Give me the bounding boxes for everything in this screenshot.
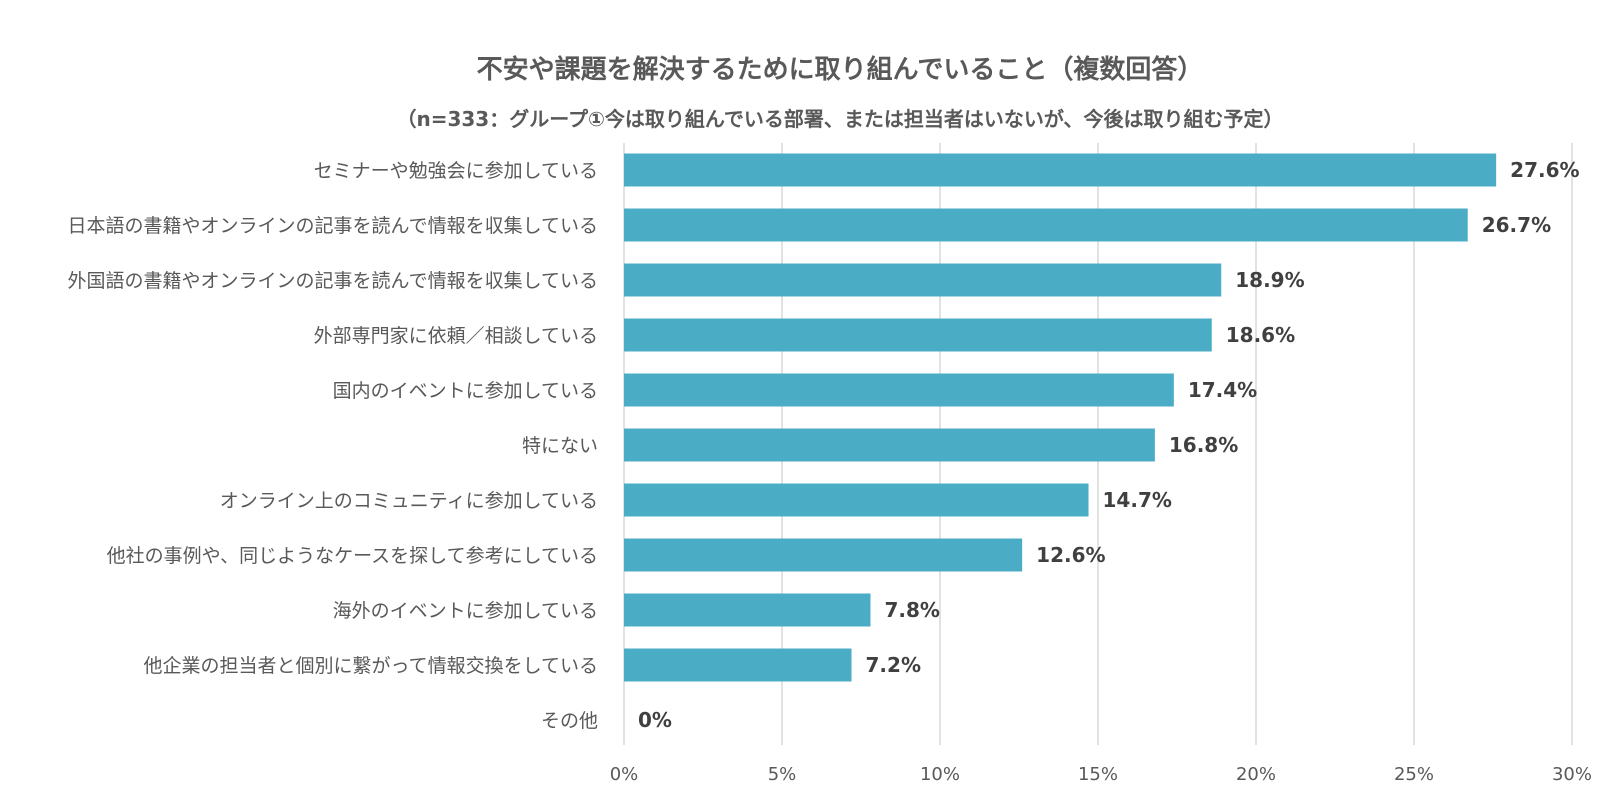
bar [624, 318, 1212, 352]
data-label: 18.6% [1226, 323, 1295, 347]
bar [624, 428, 1155, 462]
category-label: 海外のイベントに参加している [333, 600, 598, 622]
bar [624, 648, 852, 682]
category-label: 他企業の担当者と個別に繋がって情報交換をしている [144, 655, 598, 677]
category-label: 外部専門家に依頼／相談している [314, 325, 598, 347]
bar [624, 593, 871, 627]
x-axis-tick-labels: 0% 5% 10% 15% 20% 25% 30% [610, 764, 1592, 785]
data-label: 27.6% [1510, 158, 1579, 182]
data-label: 7.2% [866, 653, 921, 677]
data-label: 16.8% [1169, 433, 1238, 457]
category-label: その他 [541, 710, 598, 732]
data-label: 18.9% [1235, 268, 1304, 292]
category-label: オンライン上のコミュニティに参加している [220, 490, 598, 512]
data-label: 26.7% [1482, 213, 1551, 237]
bar [624, 263, 1222, 297]
bar [624, 373, 1174, 407]
chart-title: 不安や課題を解決するために取り組んでいること（複数回答） [477, 54, 1204, 85]
x-tick-label: 5% [768, 764, 797, 785]
data-label: 7.8% [884, 598, 939, 622]
x-tick-label: 30% [1552, 764, 1592, 785]
data-label: 17.4% [1188, 378, 1257, 402]
x-tick-label: 15% [1078, 764, 1118, 785]
x-tick-label: 0% [610, 764, 639, 785]
data-labels: 27.6% 26.7% 18.9% 18.6% 17.4% 16.8% 14.7% 12.6%… [638, 158, 1580, 732]
bar [624, 538, 1023, 572]
bar [624, 483, 1089, 517]
category-label: 外国語の書籍やオンラインの記事を読んで情報を収集している [68, 270, 598, 292]
x-tick-label: 10% [920, 764, 960, 785]
data-label: 0% [638, 708, 672, 732]
category-label: 日本語の書籍やオンラインの記事を読んで情報を収集している [68, 215, 598, 237]
bar [624, 208, 1468, 242]
bars [624, 153, 1497, 682]
category-label: 特にない [522, 435, 598, 457]
category-label: セミナーや勉強会に参加している [314, 160, 598, 182]
category-label: 他社の事例や、同じようなケースを探して参考にしている [107, 545, 598, 567]
x-tick-label: 20% [1236, 764, 1276, 785]
x-tick-label: 25% [1394, 764, 1434, 785]
data-label: 12.6% [1036, 543, 1105, 567]
data-label: 14.7% [1103, 488, 1172, 512]
category-labels: セミナーや勉強会に参加している日本語の書籍やオンラインの記事を読んで情報を収集し… [68, 160, 598, 732]
chart-subtitle: （n=333：グループ①今は取り組んでいる部署、または担当者はいないが、今後は取… [396, 107, 1283, 131]
category-label: 国内のイベントに参加している [333, 380, 598, 402]
bar [624, 153, 1497, 187]
